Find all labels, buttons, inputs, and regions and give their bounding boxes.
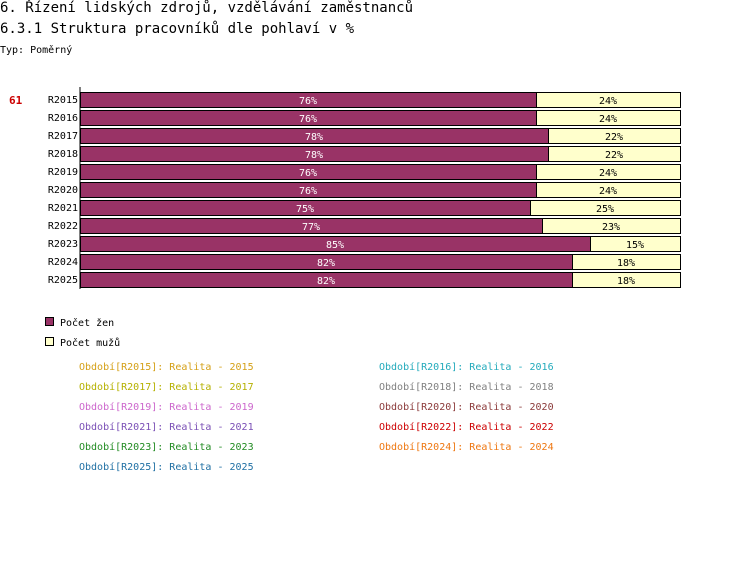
data-label-women-R2020: 76% [299,186,317,197]
category-label-R2015: R2015 [48,95,78,106]
period-label-2024: Období[R2024]: Realita - 2024 [379,442,554,453]
period-label-2022: Období[R2022]: Realita - 2022 [379,422,554,433]
legend-swatch-men [45,337,54,346]
bar-men-R2022 [542,218,681,234]
category-label-R2018: R2018 [48,149,78,160]
bar-men-R2023 [590,236,681,252]
data-label-women-R2016: 76% [299,114,317,125]
category-label-R2016: R2016 [48,113,78,124]
period-label-2021: Období[R2021]: Realita - 2021 [79,422,254,433]
data-label-women-R2022: 77% [302,222,320,233]
bar-men-R2017 [548,128,681,144]
data-label-men-R2019: 24% [599,168,617,179]
page-title: 6. Řízení lidských zdrojů, vzdělávání za… [0,0,414,16]
chart-subtitle: 6.3.1 Struktura pracovníků dle pohlaví v… [0,21,355,37]
period-label-2016: Období[R2016]: Realita - 2016 [379,362,554,373]
data-label-women-R2021: 75% [296,204,314,215]
legend-item-women: Počet žen [45,317,114,330]
legend-label-women: Počet žen [60,318,115,329]
category-label-R2020: R2020 [48,185,78,196]
legend-label-men: Počet mužů [60,338,121,349]
data-label-men-R2023: 15% [626,240,644,251]
period-label-2025: Období[R2025]: Realita - 2025 [79,462,254,473]
period-label-2018: Období[R2018]: Realita - 2018 [379,382,554,393]
category-label-R2021: R2021 [48,203,78,214]
bar-men-R2016 [536,110,681,126]
bar-men-R2015 [536,92,681,108]
data-label-men-R2025: 18% [617,276,635,287]
period-label-2017: Období[R2017]: Realita - 2017 [79,382,254,393]
data-label-women-R2023: 85% [326,240,344,251]
data-label-men-R2024: 18% [617,258,635,269]
data-label-men-R2022: 23% [602,222,620,233]
legend-swatch-women [45,317,54,326]
chart-type-label: Typ: Poměrný [0,45,73,56]
bar-men-R2018 [548,146,681,162]
category-label-R2024: R2024 [48,257,78,268]
period-label-2023: Období[R2023]: Realita - 2023 [79,442,254,453]
data-label-women-R2019: 76% [299,168,317,179]
data-label-men-R2018: 22% [605,150,623,161]
category-label-R2025: R2025 [48,275,78,286]
period-label-2020: Období[R2020]: Realita - 2020 [379,402,554,413]
bar-men-R2024 [572,254,681,270]
stacked-bar-chart: R2015 76% 24% R2016 76% 24% R2017 78% 22% R2018 78… [48,87,681,289]
bar-men-R2019 [536,164,681,180]
data-label-women-R2018: 78% [305,150,323,161]
period-label-2015: Období[R2015]: Realita - 2015 [79,362,254,373]
period-label-2019: Období[R2019]: Realita - 2019 [79,402,254,413]
bar-men-R2021 [530,200,681,216]
data-label-men-R2015: 24% [599,96,617,107]
data-label-men-R2020: 24% [599,186,617,197]
bar-men-R2025 [572,272,681,288]
category-label-R2023: R2023 [48,239,78,250]
data-label-women-R2024: 82% [317,258,335,269]
data-label-women-R2015: 76% [299,96,317,107]
legend-item-men: Počet mužů [45,337,120,350]
data-label-women-R2017: 78% [305,132,323,143]
data-label-men-R2021: 25% [596,204,614,215]
category-label-R2022: R2022 [48,221,78,232]
data-label-men-R2016: 24% [599,114,617,125]
row-number: 61 [9,94,23,107]
category-label-R2019: R2019 [48,167,78,178]
data-label-women-R2025: 82% [317,276,335,287]
data-label-men-R2017: 22% [605,132,623,143]
bar-men-R2020 [536,182,681,198]
category-label-R2017: R2017 [48,131,78,142]
